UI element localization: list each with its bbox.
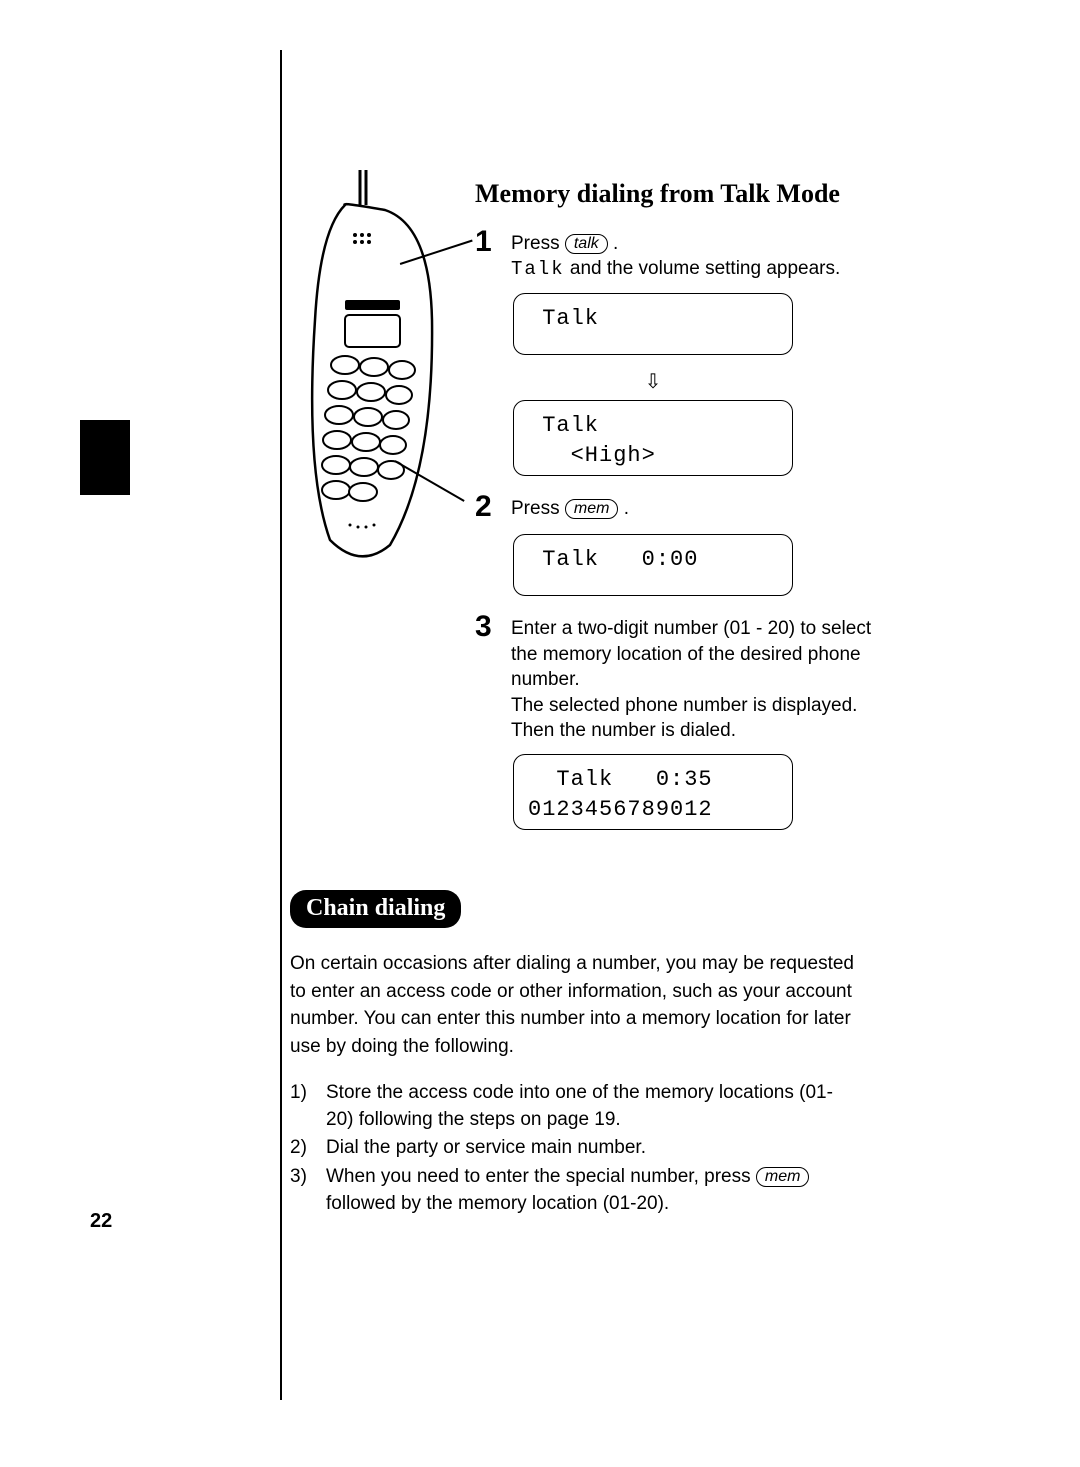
page: Memory dialing from Talk Mode 1 Press ta… bbox=[0, 0, 1080, 1467]
text: Press bbox=[511, 498, 565, 519]
paragraph: On certain occasions after dialing a num… bbox=[290, 950, 860, 1060]
step-1: 1 Press talk . Talk and the volume setti… bbox=[475, 225, 875, 283]
list-body: Store the access code into one of the me… bbox=[326, 1080, 860, 1133]
list-body: When you need to enter the special numbe… bbox=[326, 1164, 860, 1217]
lcd-content: Talk bbox=[528, 304, 778, 334]
down-arrow-icon: ⇩ bbox=[513, 369, 793, 394]
mem-key: mem bbox=[756, 1167, 810, 1187]
instructions-column: Memory dialing from Talk Mode 1 Press ta… bbox=[475, 180, 875, 844]
mem-key: mem bbox=[565, 499, 619, 519]
step-body: Press mem . bbox=[511, 490, 875, 524]
step-body: Press talk . Talk and the volume setting… bbox=[511, 225, 875, 283]
step-number: 2 bbox=[475, 490, 497, 524]
step-body: Enter a two-digit number (01 - 20) to se… bbox=[511, 610, 875, 744]
ordered-list: 1) Store the access code into one of the… bbox=[290, 1080, 860, 1217]
step-number: 1 bbox=[475, 225, 497, 283]
text: . bbox=[608, 233, 619, 254]
lcd-screen-4: Talk 0:35 0123456789012 bbox=[513, 754, 793, 830]
text: . bbox=[618, 498, 629, 519]
list-number: 1) bbox=[290, 1080, 316, 1133]
text: Press bbox=[511, 233, 565, 254]
text: When you need to enter the special numbe… bbox=[326, 1166, 756, 1187]
lcd-content: Talk 0:00 bbox=[528, 545, 778, 575]
step-2: 2 Press mem . bbox=[475, 490, 875, 524]
step-3: 3 Enter a two-digit number (01 - 20) to … bbox=[475, 610, 875, 744]
side-tab bbox=[80, 420, 130, 495]
lcd-text: Talk bbox=[511, 258, 565, 280]
list-body: Dial the party or service main number. bbox=[326, 1135, 860, 1162]
list-item: 3) When you need to enter the special nu… bbox=[290, 1164, 860, 1217]
list-number: 2) bbox=[290, 1135, 316, 1162]
list-item: 1) Store the access code into one of the… bbox=[290, 1080, 860, 1133]
talk-key: talk bbox=[565, 234, 608, 254]
chain-dialing-section: Chain dialing On certain occasions after… bbox=[290, 890, 860, 1219]
lcd-screen-1: Talk bbox=[513, 293, 793, 355]
page-number: 22 bbox=[90, 1210, 112, 1233]
section-pill-heading: Chain dialing bbox=[290, 890, 461, 928]
phone-illustration bbox=[290, 170, 450, 570]
list-number: 3) bbox=[290, 1164, 316, 1217]
lcd-screen-3: Talk 0:00 bbox=[513, 534, 793, 596]
lcd-screen-2: Talk <High> bbox=[513, 400, 793, 476]
list-item: 2) Dial the party or service main number… bbox=[290, 1135, 860, 1162]
lcd-content: Talk 0:35 0123456789012 bbox=[528, 765, 778, 824]
divider-line bbox=[280, 50, 282, 1400]
step-number: 3 bbox=[475, 610, 497, 744]
section-heading: Memory dialing from Talk Mode bbox=[475, 180, 875, 209]
text: followed by the memory location (01-20). bbox=[326, 1193, 669, 1214]
text: and the volume setting appears. bbox=[565, 258, 841, 279]
lcd-content: Talk <High> bbox=[528, 411, 778, 470]
